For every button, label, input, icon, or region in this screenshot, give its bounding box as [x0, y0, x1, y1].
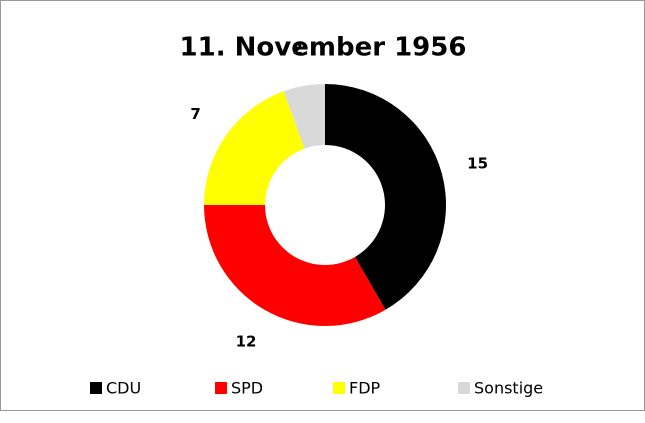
- legend-swatch: [90, 382, 102, 394]
- legend-label: Sonstige: [474, 379, 543, 398]
- legend-label: SPD: [231, 379, 263, 398]
- donut-slice: [204, 205, 386, 326]
- chart-title: 11. November 1956: [180, 33, 467, 63]
- legend-swatch: [333, 382, 345, 394]
- donut-slice: [325, 84, 446, 310]
- legend-swatch: [215, 382, 227, 394]
- chart-frame: [0, 0, 645, 411]
- legend-swatch: [458, 382, 470, 394]
- data-label: 15: [467, 155, 488, 173]
- donut-slice: [283, 84, 325, 149]
- legend-label: CDU: [106, 379, 141, 398]
- data-label: 7: [190, 105, 200, 123]
- donut-slice: [204, 91, 305, 205]
- data-label: 12: [236, 332, 257, 350]
- legend-label: FDP: [349, 379, 381, 398]
- data-label: 2: [292, 40, 302, 58]
